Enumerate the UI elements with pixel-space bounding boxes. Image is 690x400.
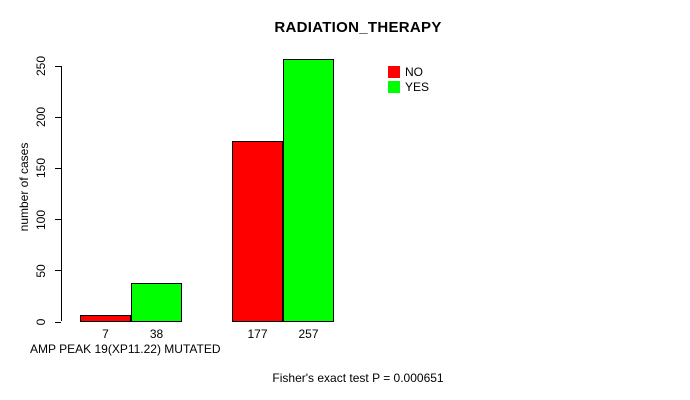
bar-value-label: 38: [149, 327, 164, 341]
bar-value-label: 257: [298, 327, 319, 341]
legend: NO YES: [388, 64, 429, 94]
y-tick-label: 0: [34, 318, 48, 326]
y-tick-label: 200: [34, 107, 48, 128]
bar-no-group2: [232, 141, 283, 322]
y-tick-mark: [55, 65, 61, 67]
legend-row-no: NO: [388, 64, 429, 79]
bar-no-group1: [80, 315, 131, 322]
bar-value-label: 7: [102, 327, 109, 341]
y-tick-mark: [55, 270, 61, 272]
bar-value-label: 177: [247, 327, 268, 341]
y-axis-line: [61, 66, 62, 321]
legend-label: YES: [405, 79, 430, 94]
y-tick-label: 50: [34, 264, 48, 278]
legend-swatch-no: [388, 65, 400, 78]
bar-yes-group1: [131, 283, 182, 322]
bar-yes-group2: [283, 59, 334, 322]
y-tick-mark: [55, 321, 61, 323]
y-tick-mark: [55, 219, 61, 221]
y-tick-label: 250: [34, 55, 48, 77]
chart-title: RADIATION_THERAPY: [274, 19, 442, 36]
y-tick-mark: [55, 167, 61, 169]
legend-label: NO: [405, 64, 423, 79]
x-axis-label: AMP PEAK 19(XP11.22) MUTATED: [30, 342, 221, 356]
y-tick-label: 100: [34, 209, 48, 230]
legend-swatch-yes: [388, 80, 400, 93]
y-axis-label: number of cases: [17, 142, 31, 232]
stat-note: Fisher's exact test P = 0.000651: [272, 371, 444, 385]
y-tick-mark: [55, 116, 61, 118]
y-tick-label: 150: [34, 158, 48, 179]
legend-row-yes: YES: [388, 79, 429, 94]
